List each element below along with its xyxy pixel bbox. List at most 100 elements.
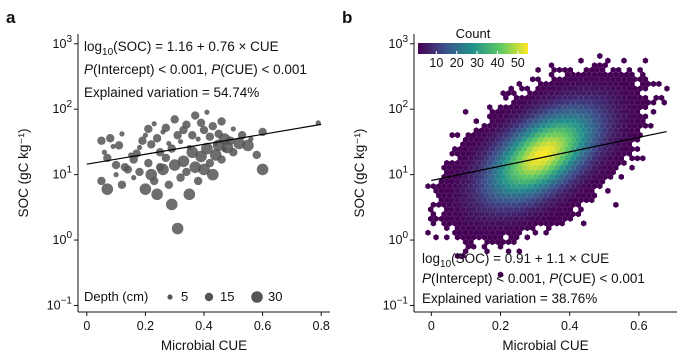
hexbin-cell <box>573 113 579 120</box>
hexbin-cell <box>640 155 646 162</box>
hexbin-cell <box>489 173 496 180</box>
hexbin-cell <box>505 201 512 208</box>
panel-b-y-tick-label: 103 <box>389 34 409 51</box>
hexbin-cell <box>554 201 560 208</box>
hexbin-cell <box>607 136 614 143</box>
hexbin-cell <box>505 136 512 143</box>
hexbin-cell <box>607 155 614 162</box>
hexbin-cell <box>503 225 509 232</box>
hexbin-cell <box>546 104 552 111</box>
panel-a-eq-log: log <box>84 39 102 54</box>
hexbin-cell <box>532 90 539 97</box>
data-point <box>119 131 125 137</box>
hexbin-cell <box>626 122 632 129</box>
hexbin-cell <box>594 122 600 129</box>
hexbin-cell <box>543 220 549 227</box>
hexbin-cell <box>551 94 557 101</box>
hexbin-cell <box>449 178 455 185</box>
panel-b-colorbar-title: Count <box>456 26 491 41</box>
hexbin-cell <box>495 238 501 246</box>
hexbin-cell <box>581 71 587 78</box>
hexbin-cell <box>586 173 592 180</box>
data-point <box>164 180 174 189</box>
hexbin-cell <box>530 94 536 101</box>
hexbin-cell <box>452 192 458 199</box>
hexbin-cell <box>615 104 622 111</box>
hexbin-cell <box>479 192 485 199</box>
hexbin-cell <box>664 85 670 92</box>
data-point <box>201 142 213 155</box>
hexbin-cell <box>527 99 533 106</box>
hexbin-cell <box>599 122 606 129</box>
hexbin-cell <box>454 132 461 139</box>
hexbin-cell <box>535 132 541 139</box>
hexbin-cell <box>591 127 598 134</box>
hexbin-cell <box>591 183 598 190</box>
data-point <box>183 188 196 201</box>
hexbin-cell <box>578 94 584 101</box>
hexbin-cell <box>489 192 496 199</box>
panel-a-p2: P <box>211 62 220 77</box>
hexbin-cell <box>476 150 482 157</box>
hexbin-cell <box>468 164 474 171</box>
tick-exp: 0 <box>66 230 72 241</box>
hexbin-cell <box>562 104 568 111</box>
hexbin-cell <box>621 113 627 120</box>
hexbin-cell <box>505 108 512 115</box>
hexbin-cell <box>567 187 573 194</box>
hexbin-cell <box>462 145 469 153</box>
hexbin-cell <box>535 150 541 157</box>
hexbin-cell <box>519 169 525 176</box>
panel-a-x-tick-label: 0.2 <box>137 319 154 333</box>
hexbin-cell <box>573 122 579 129</box>
hexbin-cell <box>607 164 614 171</box>
hexbin-cell <box>548 118 555 125</box>
hexbin-cell <box>605 57 611 64</box>
hexbin-cell <box>602 62 608 69</box>
data-point <box>114 141 124 150</box>
hexbin-cell <box>524 104 530 111</box>
hexbin-cell <box>444 187 450 194</box>
hexbin-cell <box>505 248 512 255</box>
hexbin-cell <box>599 66 606 73</box>
panel-a-p1: P <box>84 62 93 77</box>
hexbin-cell <box>452 220 458 227</box>
hexbin-cell <box>597 71 603 78</box>
hexbin-cell <box>527 145 533 153</box>
hexbin-cell <box>554 136 560 143</box>
hexbin-cell <box>505 118 512 125</box>
hexbin-cell <box>527 136 533 143</box>
hexbin-cell <box>650 80 657 87</box>
hexbin-cell <box>513 132 520 139</box>
hexbin-cell <box>610 113 616 120</box>
hexbin-cell <box>508 178 514 185</box>
hexbin-cell <box>462 108 469 115</box>
hexbin-cell <box>460 206 466 213</box>
hexbin-cell <box>516 229 522 236</box>
hexbin-cell <box>583 159 590 167</box>
hexbin-cell <box>471 132 477 139</box>
hexbin-cell <box>487 197 493 204</box>
hexbin-cell <box>471 197 477 204</box>
hexbin-cell <box>629 164 635 171</box>
hexbin-cell <box>484 173 490 180</box>
panel-b-y-tick-label: 101 <box>389 165 409 182</box>
data-point <box>136 144 143 151</box>
hexbin-cell <box>564 108 571 115</box>
hexbin-cell <box>597 183 603 190</box>
hexbin-cell <box>462 183 469 190</box>
hexbin-cell <box>530 169 536 176</box>
hexbin-cell <box>621 132 627 139</box>
hexbin-cell <box>492 206 498 213</box>
hexbin-cell <box>578 113 584 120</box>
hexbin-cell <box>642 57 649 64</box>
hexbin-cell <box>642 113 649 120</box>
hexbin-cell <box>497 197 504 204</box>
hexbin-cell <box>527 118 533 125</box>
hexbin-cell <box>492 215 498 222</box>
panel-b-y-tick-label: 10−1 <box>383 295 409 312</box>
hexbin-cell <box>610 150 616 157</box>
hexbin-cell <box>508 169 514 176</box>
hexbin-cell <box>554 183 560 190</box>
